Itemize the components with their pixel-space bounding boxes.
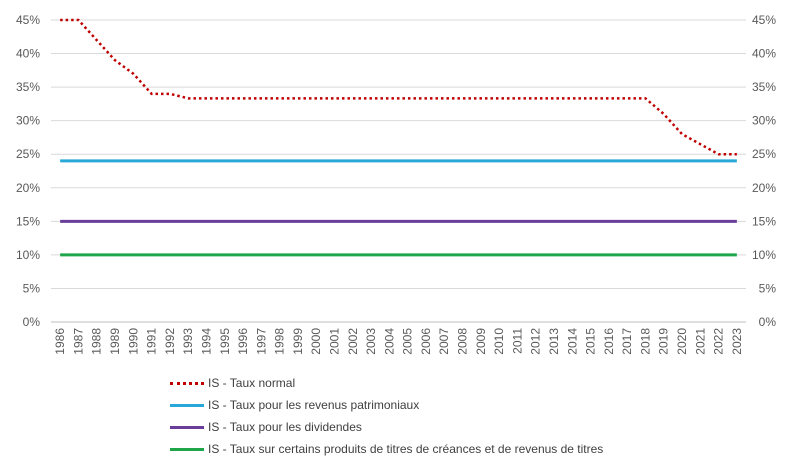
y-tick-label-left: 15% — [16, 214, 40, 228]
x-tick-label: 2012 — [529, 328, 543, 355]
y-tick-label-right: 30% — [752, 114, 776, 128]
legend-item: IS - Taux sur certains produits de titre… — [170, 438, 730, 460]
y-tick-label-left: 30% — [16, 114, 40, 128]
x-tick-label: 2019 — [657, 328, 671, 355]
x-tick-label: 2008 — [456, 328, 470, 355]
y-tick-label-right: 0% — [759, 315, 777, 329]
legend-label: IS - Taux sur certains produits de titre… — [208, 442, 604, 456]
y-tick-label-right: 15% — [752, 214, 776, 228]
y-tick-label-right: 25% — [752, 147, 776, 161]
x-tick-label: 2016 — [602, 328, 616, 355]
y-tick-label-right: 40% — [752, 47, 776, 61]
legend-label: IS - Taux pour les dividendes — [208, 420, 362, 434]
x-tick-label: 1998 — [273, 328, 287, 355]
x-tick-label: 1996 — [236, 328, 250, 355]
x-tick-label: 2007 — [437, 328, 451, 355]
y-tick-label-left: 45% — [16, 13, 40, 27]
x-tick-label: 2021 — [693, 328, 707, 355]
y-tick-label-right: 20% — [752, 181, 776, 195]
y-tick-label-right: 45% — [752, 13, 776, 27]
x-tick-label: 2009 — [474, 328, 488, 355]
x-tick-label: 1987 — [71, 328, 85, 355]
legend-label: IS - Taux normal — [208, 376, 296, 390]
x-tick-label: 1995 — [218, 328, 232, 355]
legend-item: IS - Taux pour les revenus patrimoniaux — [170, 394, 730, 416]
x-tick-label: 1989 — [108, 328, 122, 355]
x-tick-label: 2023 — [730, 328, 744, 355]
x-axis: 1986 1987 1988 1989 1990 1991 1992 1993 1994 1995… — [53, 328, 744, 355]
x-tick-label: 1993 — [181, 328, 195, 355]
y-tick-label-left: 5% — [23, 281, 41, 295]
x-tick-label: 2015 — [584, 328, 598, 355]
x-tick-label: 2020 — [675, 328, 689, 355]
legend-item: IS - Taux normal — [170, 372, 730, 394]
y-axis-right: 0% 5% 10% 15% 20% 25% 30% 35% 40% 45% — [752, 13, 776, 329]
legend-swatch — [170, 381, 204, 385]
x-tick-label: 1990 — [126, 328, 140, 355]
x-tick-label: 2014 — [565, 328, 579, 355]
legend-label: IS - Taux pour les revenus patrimoniaux — [208, 398, 420, 412]
chart-legend: IS - Taux normal IS - Taux pour les reven… — [170, 372, 730, 460]
y-tick-label-left: 40% — [16, 47, 40, 61]
legend-swatch — [170, 403, 204, 407]
y-axis-left: 0% 5% 10% 15% 20% 25% 30% 35% 40% 45% — [16, 13, 40, 329]
x-tick-label: 2004 — [382, 328, 396, 355]
x-tick-label: 2003 — [364, 328, 378, 355]
x-tick-label: 2013 — [547, 328, 561, 355]
y-tick-label-right: 5% — [759, 281, 777, 295]
y-tick-label-left: 25% — [16, 147, 40, 161]
x-tick-label: 1992 — [163, 328, 177, 355]
x-tick-label: 2005 — [401, 328, 415, 355]
y-tick-label-right: 10% — [752, 248, 776, 262]
x-tick-label: 2011 — [510, 328, 524, 354]
legend-swatch — [170, 425, 204, 429]
x-tick-label: 2006 — [419, 328, 433, 355]
y-tick-label-right: 35% — [752, 80, 776, 94]
x-tick-label: 1994 — [199, 328, 213, 355]
y-tick-label-left: 0% — [23, 315, 41, 329]
legend-item: IS - Taux pour les dividendes — [170, 416, 730, 438]
gridlines — [51, 19, 746, 323]
x-tick-label: 1991 — [145, 328, 159, 355]
legend-swatch — [170, 447, 204, 451]
x-tick-label: 2001 — [327, 328, 341, 355]
x-tick-label: 1986 — [53, 328, 67, 355]
y-tick-label-left: 10% — [16, 248, 40, 262]
x-tick-label: 2000 — [309, 328, 323, 355]
series-line-1 — [60, 18, 737, 156]
y-tick-label-left: 35% — [16, 80, 40, 94]
x-tick-label: 2002 — [346, 328, 360, 355]
x-tick-label: 1988 — [90, 328, 104, 355]
y-tick-label-left: 20% — [16, 181, 40, 195]
x-tick-label: 2010 — [492, 328, 506, 355]
series-lines — [60, 18, 737, 257]
x-tick-label: 2022 — [712, 328, 726, 355]
x-tick-label: 1997 — [254, 328, 268, 355]
x-tick-label: 2017 — [620, 328, 634, 355]
x-tick-label: 2018 — [638, 328, 652, 355]
x-tick-label: 1999 — [291, 328, 305, 355]
